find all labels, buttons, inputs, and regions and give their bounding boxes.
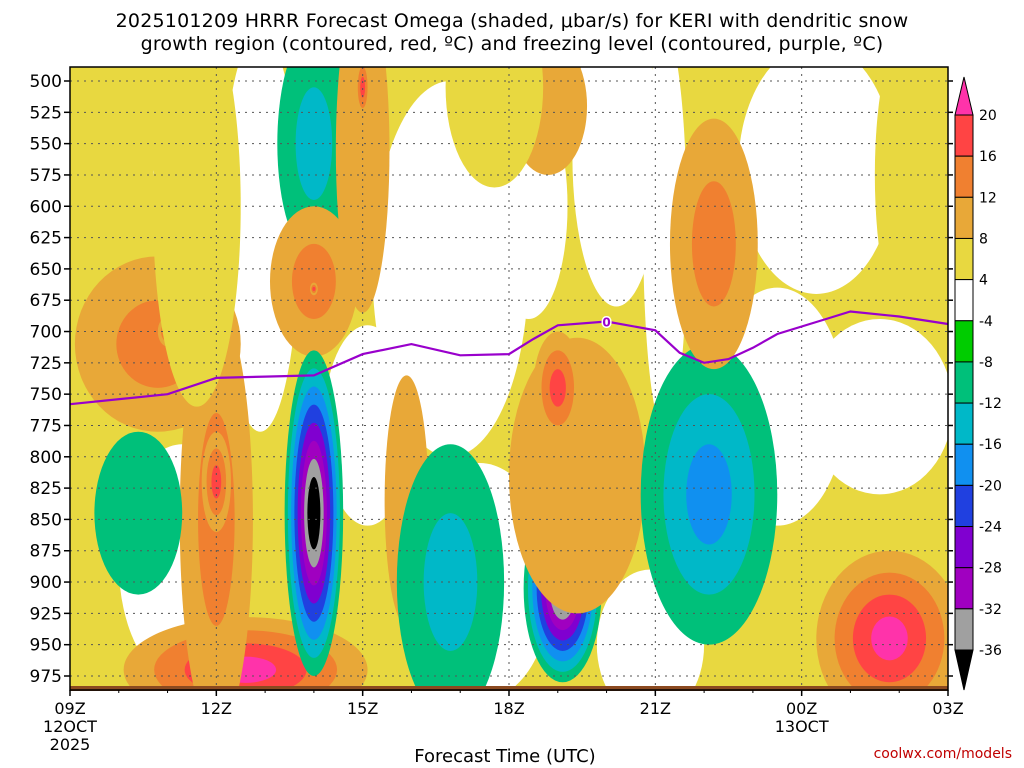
- omega-contour: [70, 67, 168, 207]
- colorbar-bin: [954, 196, 974, 239]
- omega-contour: [152, 67, 241, 407]
- colorbar-label: -20: [979, 478, 1002, 494]
- colorbar-bin: [954, 443, 974, 486]
- colorbar-bin: [954, 567, 974, 610]
- omega-contour: [360, 76, 366, 98]
- y-tick-label: 575: [30, 166, 62, 186]
- omega-contour: [871, 616, 908, 661]
- colorbar-bin: [954, 361, 974, 404]
- y-tick-label: 850: [30, 510, 62, 530]
- y-tick-label: 875: [30, 542, 62, 562]
- colorbar-bin: [954, 402, 974, 445]
- x-tick-year-label: 2025: [50, 735, 91, 754]
- colorbar-bin: [954, 484, 974, 528]
- chart-title-line1: 2025101209 HRRR Forecast Omega (shaded, …: [115, 10, 909, 32]
- y-tick-label: 800: [30, 448, 62, 468]
- omega-contour: [874, 67, 944, 326]
- y-tick-label: 525: [30, 103, 62, 123]
- y-tick-label: 700: [30, 323, 62, 343]
- omega-contour: [423, 513, 478, 651]
- x-tick-label: 21Z: [640, 699, 671, 718]
- colorbar-label: 8: [979, 231, 988, 247]
- freezing-level-label: 0: [602, 316, 610, 330]
- x-tick-date-label: 12OCT: [43, 717, 97, 736]
- colorbar-label: -28: [979, 561, 1002, 577]
- y-tick-label: 950: [30, 636, 62, 656]
- colorbar-bin: [954, 526, 974, 569]
- credit-text: coolwx.com/models: [873, 746, 1012, 762]
- x-tick-label: 00Z: [786, 699, 817, 718]
- y-tick-label: 775: [30, 416, 62, 436]
- y-tick-label: 675: [30, 291, 62, 311]
- omega-contour: [295, 87, 333, 200]
- omega-contour: [310, 495, 318, 532]
- ground-bar: [70, 686, 948, 691]
- colorbar-bin: [954, 608, 974, 651]
- omega-contour: [312, 286, 316, 292]
- colorbar-label: -12: [979, 396, 1002, 412]
- y-tick-label: 825: [30, 479, 62, 499]
- colorbar-label: -32: [979, 602, 1002, 618]
- colorbar-label: 4: [979, 273, 988, 289]
- omega-contour: [549, 369, 566, 407]
- y-tick-label: 750: [30, 385, 62, 405]
- x-axis-label: Forecast Time (UTC): [414, 746, 596, 767]
- y-tick-label: 550: [30, 135, 62, 155]
- omega-quiet-zone: [738, 67, 895, 294]
- x-tick-label: 09Z: [54, 699, 85, 718]
- omega-contour: [691, 181, 736, 307]
- omega-quiet-zone: [572, 67, 661, 307]
- omega-contour: [94, 431, 183, 595]
- colorbar-label: -24: [979, 520, 1002, 536]
- colorbar-label: 20: [979, 108, 997, 124]
- colorbar-label: 16: [979, 149, 997, 165]
- omega-contour: [445, 67, 544, 188]
- colorbar-label: -16: [979, 437, 1002, 453]
- omega-contour: [291, 243, 336, 319]
- omega-quiet-zone: [643, 67, 688, 432]
- colorbar-label: 12: [979, 190, 997, 206]
- x-tick-label: 12Z: [201, 699, 232, 718]
- colorbar-bin: [954, 155, 974, 198]
- y-tick-label: 925: [30, 604, 62, 624]
- omega-field: [70, 67, 948, 690]
- colorbar-top-arrow: [954, 76, 974, 116]
- colorbar-bin: [954, 237, 974, 281]
- freezing-level-line: [69, 310, 949, 406]
- colorbar-label: -4: [979, 314, 993, 330]
- y-tick-label: 900: [30, 573, 62, 593]
- x-tick-label: 03Z: [932, 699, 963, 718]
- omega-quiet-zone: [806, 319, 948, 495]
- omega-contour: [686, 444, 732, 545]
- x-tick-date-label: 13OCT: [775, 717, 829, 736]
- y-tick-label: 500: [30, 72, 62, 92]
- y-tick-label: 975: [30, 667, 62, 687]
- x-tick-label: 15Z: [347, 699, 378, 718]
- y-tick-label: 600: [30, 197, 62, 217]
- colorbar-bottom-arrow: [954, 649, 974, 691]
- colorbar-bin: [954, 279, 974, 322]
- x-tick-label: 18Z: [493, 699, 524, 718]
- colorbar-label: -36: [979, 643, 1002, 659]
- y-tick-label: 625: [30, 229, 62, 249]
- colorbar-bin: [954, 114, 974, 157]
- colorbar: 20 16 12 8 4 -4 -8 -12 -16 -20 -24 -28 -32 -36: [954, 76, 1002, 691]
- colorbar-bin: [954, 320, 974, 363]
- colorbar-label: -8: [979, 355, 993, 371]
- y-tick-label: 650: [30, 260, 62, 280]
- y-tick-label: 725: [30, 354, 62, 374]
- chart-title-line2: growth region (contoured, red, ºC) and f…: [140, 33, 884, 55]
